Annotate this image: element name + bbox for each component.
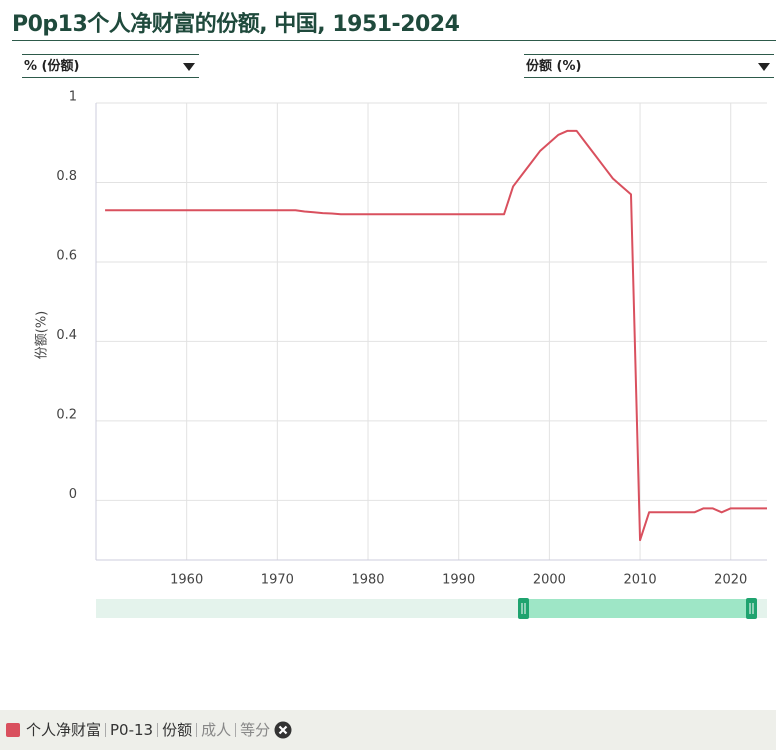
chart: 份额(%) 0 0.2 0.4 0.6 0.8 1 1960 1970 1980 1990 2000… <box>35 90 767 619</box>
x-tick-label: 1990 <box>442 573 475 588</box>
y-tick-label: 0.2 <box>56 407 77 422</box>
remove-button[interactable] <box>274 721 292 739</box>
x-tick-label: 2010 <box>624 573 657 588</box>
y-tick-label: 1 <box>69 90 77 105</box>
x-tick-label: 1960 <box>170 573 203 588</box>
x-tick-label: 2020 <box>714 573 747 588</box>
x-tick-label: 1980 <box>351 573 384 588</box>
range-handle-right[interactable] <box>746 598 757 619</box>
indicator-selector[interactable]: 份额 (%) <box>524 54 774 78</box>
series-line <box>105 129 767 542</box>
legend-item: 等分 <box>235 723 274 738</box>
range-slider-selection[interactable] <box>524 599 752 618</box>
x-tick-label: 1970 <box>261 573 294 588</box>
legend-item: 成人 <box>196 723 235 738</box>
title: P0p13个人净财富的份额, 中国, 1951-2024 <box>12 12 460 37</box>
legend-swatch <box>6 723 20 737</box>
y-tick-label: 0.8 <box>56 169 77 184</box>
legend-item: P0-13 <box>105 723 157 738</box>
legend: 个人净财富 P0-13 份额 成人 等分 <box>0 710 776 750</box>
y-tick-label: 0.6 <box>56 248 77 263</box>
range-handle-left[interactable] <box>518 598 529 619</box>
y-tick-label: 0 <box>69 487 77 502</box>
legend-item: 个人净财富 <box>26 721 102 739</box>
y-axis-label: 份额(%) <box>35 311 50 360</box>
unit-selector[interactable]: % (份额) <box>22 54 199 78</box>
title-rule <box>12 40 776 41</box>
y-tick-label: 0.4 <box>56 328 77 343</box>
x-tick-label: 2000 <box>533 573 566 588</box>
legend-item: 份额 <box>157 723 196 738</box>
